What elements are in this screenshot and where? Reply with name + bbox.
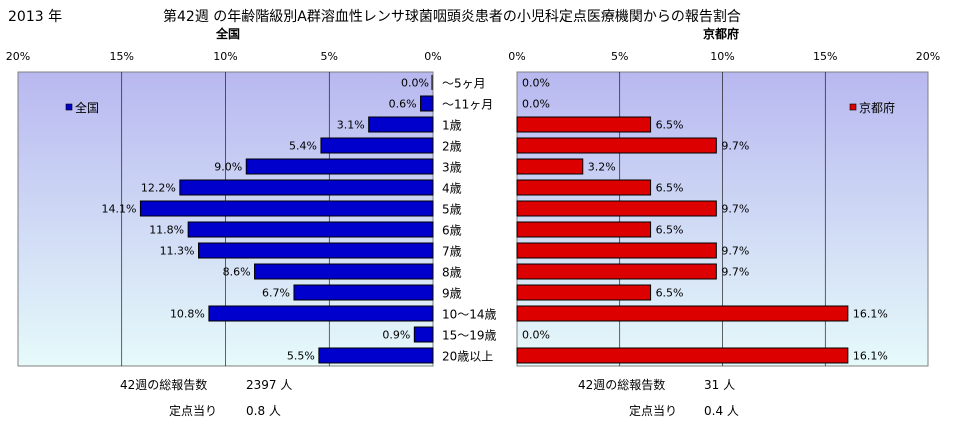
- kyoto-legend-label: 京都府: [859, 100, 895, 115]
- national-bar: [368, 116, 434, 133]
- national-bar: [198, 242, 434, 259]
- national-per-site-label: 定点当り: [169, 403, 217, 418]
- kyoto-bar: [516, 284, 652, 301]
- national-tick-label: 0%: [424, 50, 441, 63]
- national-bar: [208, 305, 434, 322]
- national-bar: [179, 179, 434, 196]
- kyoto-bar: [516, 200, 717, 217]
- kyoto-data-label: 16.1%: [853, 350, 888, 363]
- kyoto-data-label: 6.5%: [656, 224, 684, 237]
- kyoto-data-label: 0.0%: [522, 329, 550, 342]
- age-category-label: 1歳: [442, 119, 462, 133]
- national-data-label: 0.0%: [401, 77, 429, 90]
- age-category-label: ～11ヶ月: [442, 98, 493, 112]
- kyoto-bar: [516, 116, 652, 133]
- age-category-label: 10～14歳: [442, 308, 497, 322]
- national-tick-label: 20%: [6, 50, 30, 63]
- national-total-value: 2397 人: [246, 378, 292, 392]
- kyoto-per-site-label: 定点当り: [629, 403, 677, 418]
- age-category-label: 7歳: [442, 245, 462, 259]
- national-data-label: 3.1%: [337, 119, 365, 132]
- national-data-label: 14.1%: [101, 203, 136, 216]
- kyoto-tick-label: 10%: [710, 50, 734, 63]
- national-per-site-value: 0.8 人: [246, 404, 281, 418]
- kyoto-bar: [516, 305, 849, 322]
- age-category-label: 20歳以上: [442, 350, 493, 364]
- year-label: 2013 年: [8, 9, 62, 25]
- national-tick-label: 5%: [321, 50, 338, 63]
- kyoto-data-label: 6.5%: [656, 119, 684, 132]
- kyoto-tick-label: 0%: [508, 50, 525, 63]
- kyoto-bar: [516, 263, 717, 280]
- age-category-label: 15～19歳: [442, 329, 497, 343]
- national-bar: [320, 137, 434, 154]
- national-panel-title: 全国: [215, 26, 240, 41]
- kyoto-bar: [516, 242, 717, 259]
- national-total-label: 42週の総報告数: [120, 377, 207, 392]
- national-bar: [139, 200, 434, 217]
- kyoto-legend-swatch: [849, 103, 857, 111]
- age-category-label: 6歳: [442, 224, 462, 238]
- kyoto-bar: [516, 179, 652, 196]
- national-tick-label: 15%: [110, 50, 134, 63]
- national-data-label: 0.9%: [382, 329, 410, 342]
- kyoto-data-label: 0.0%: [522, 77, 550, 90]
- age-category-label: 8歳: [442, 266, 462, 280]
- national-data-label: 10.8%: [170, 308, 205, 321]
- kyoto-tick-label: 5%: [611, 50, 628, 63]
- kyoto-data-label: 9.7%: [721, 245, 749, 258]
- age-category-label: ～5ヶ月: [442, 77, 486, 91]
- national-legend-label: 全国: [75, 100, 99, 115]
- kyoto-data-label: 6.5%: [656, 182, 684, 195]
- national-bar: [318, 347, 434, 364]
- age-category-label: 4歳: [442, 182, 462, 196]
- kyoto-data-label: 9.7%: [721, 203, 749, 216]
- national-data-label: 9.0%: [214, 161, 242, 174]
- national-data-label: 8.6%: [223, 266, 251, 279]
- age-category-labels: ～5ヶ月 ～11ヶ月 1歳 2歳 3歳 4歳 5歳 6歳 7歳 8歳 9歳 10～14歳 15～19歳 2…: [442, 77, 497, 364]
- kyoto-data-label: 0.0%: [522, 98, 550, 111]
- kyoto-bar: [516, 221, 652, 238]
- age-category-label: 2歳: [442, 140, 462, 154]
- national-data-label: 11.8%: [149, 224, 184, 237]
- chart-main-title: 第42週 の年齢階級別A群溶血性レンサ球菌咽頭炎患者の小児科定点医療機関からの報…: [163, 8, 741, 25]
- kyoto-data-label: 9.7%: [721, 266, 749, 279]
- kyoto-panel: 0% 5% 10% 15% 20% 0.0% 0.0% 6.5% 9.7% 3.2% 6.5% 9.7…: [508, 50, 940, 367]
- kyoto-bar: [516, 158, 584, 175]
- national-data-label: 5.5%: [287, 350, 315, 363]
- age-category-label: 5歳: [442, 203, 462, 217]
- national-bar: [420, 95, 434, 112]
- national-data-label: 6.7%: [262, 287, 290, 300]
- kyoto-tick-label: 15%: [813, 50, 837, 63]
- national-data-label: 11.3%: [160, 245, 195, 258]
- national-panel: 20% 15% 10% 5% 0% 0.0% 0.6% 3.1% 5.4% 9.0% 12.2% 14…: [6, 50, 442, 367]
- national-bar: [187, 221, 434, 238]
- national-data-label: 0.6%: [389, 98, 417, 111]
- kyoto-per-site-value: 0.4 人: [704, 404, 739, 418]
- kyoto-bar: [516, 137, 717, 154]
- national-tick-label: 10%: [213, 50, 237, 63]
- kyoto-data-label: 9.7%: [721, 140, 749, 153]
- national-bar: [245, 158, 434, 175]
- kyoto-panel-title: 京都府: [703, 26, 739, 41]
- national-data-label: 12.2%: [141, 182, 176, 195]
- kyoto-total-label: 42週の総報告数: [578, 377, 665, 392]
- national-legend-swatch: [65, 103, 73, 111]
- kyoto-bar: [516, 347, 849, 364]
- kyoto-tick-label: 20%: [916, 50, 940, 63]
- national-data-label: 5.4%: [289, 140, 317, 153]
- national-bar: [254, 263, 434, 280]
- kyoto-data-label: 16.1%: [853, 308, 888, 321]
- kyoto-total-value: 31 人: [704, 378, 735, 392]
- age-category-label: 3歳: [442, 161, 462, 175]
- kyoto-data-label: 6.5%: [656, 287, 684, 300]
- national-bar: [293, 284, 434, 301]
- kyoto-data-label: 3.2%: [588, 161, 616, 174]
- age-category-label: 9歳: [442, 287, 462, 301]
- national-bar: [413, 326, 434, 343]
